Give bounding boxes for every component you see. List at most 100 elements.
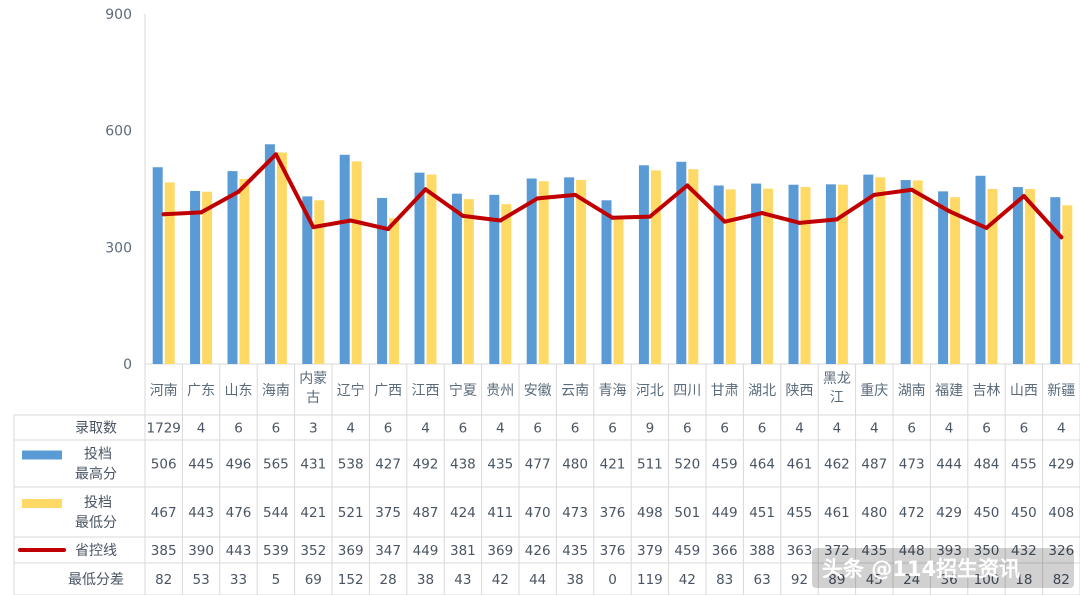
table-cell: 38 [567,572,584,588]
table-cell: 375 [375,505,401,521]
control-point-22 [984,225,989,230]
table-cell: 36 [941,572,958,588]
legend-key-1 [22,499,62,508]
table-cell: 28 [380,572,397,588]
control-point-6 [386,227,391,232]
control-point-21 [947,209,952,214]
table-cell: 476 [226,505,252,521]
category-label: 四川 [673,383,701,399]
bar-min-20 [912,180,923,364]
table-cell: 464 [749,457,775,473]
bar-min-3 [276,152,287,364]
table-cell: 6 [384,421,393,437]
table-cell: 89 [828,572,845,588]
control-point-5 [348,218,353,223]
table-cell: 426 [525,543,551,559]
table-cell: 484 [974,457,1000,473]
table-cell: 444 [936,457,962,473]
category-label: 湖北 [748,383,776,399]
table-cell: 63 [754,572,771,588]
bar-max-2 [227,171,238,364]
table-cell: 53 [193,572,210,588]
category-label: 内蒙 [299,371,327,387]
table-cell: 438 [450,457,476,473]
table-cell: 4 [945,421,954,437]
category-label: 江西 [412,383,440,399]
table-cell: 473 [562,505,588,521]
table-cell: 421 [300,505,326,521]
control-point-24 [1059,235,1064,240]
bar-max-4 [302,196,313,364]
table-cell: 388 [749,543,775,559]
bar-min-21 [950,197,961,364]
table-cell: 347 [375,543,401,559]
bar-max-23 [1012,187,1023,364]
table-cell: 449 [712,505,738,521]
category-label: 广东 [187,383,215,399]
category-label: 陕西 [786,383,814,399]
row-label: 最低分差 [68,572,124,588]
table-cell: 363 [787,543,813,559]
table-cell: 4 [421,421,430,437]
category-label: 广西 [374,383,402,399]
bar-min-0 [164,182,175,364]
row-label: 最低分 [75,515,117,531]
bar-min-2 [239,178,250,364]
bar-min-1 [202,191,213,364]
table-cell: 501 [674,505,700,521]
bar-min-8 [463,199,474,364]
control-point-12 [610,215,615,220]
category-label: 福建 [935,383,963,399]
table-cell: 450 [974,505,1000,521]
category-label: 贵州 [486,383,514,399]
table-cell: 38 [417,572,434,588]
control-point-9 [498,218,503,223]
table-cell: 538 [338,457,364,473]
control-point-0 [161,212,166,217]
bar-max-13 [638,165,649,364]
y-axis: 0 300 600 900 [105,7,1080,373]
table-cell: 369 [338,543,364,559]
bar-min-10 [538,181,549,364]
table-cell: 385 [151,543,177,559]
table-cell: 1729 [147,421,181,437]
y-tick-label: 300 [105,240,132,256]
control-point-20 [909,187,914,192]
control-point-7 [423,187,428,192]
table-cell: 421 [600,457,626,473]
table-cell: 326 [1048,543,1074,559]
bar-max-15 [713,185,724,364]
table-cell: 376 [600,505,626,521]
table-cell: 152 [338,572,364,588]
table-cell: 411 [487,505,513,521]
table-cell: 6 [683,421,692,437]
category-label: 山西 [1010,383,1038,399]
table-cell: 429 [1048,457,1074,473]
bar-min-11 [576,180,587,364]
bar-min-7 [426,174,437,364]
category-label: 青海 [599,383,627,399]
bar-max-3 [264,144,275,364]
bar-min-24 [1062,205,1073,364]
table-cell: 506 [151,457,177,473]
table-cell: 3 [309,421,318,437]
bar-max-19 [863,174,874,364]
category-label: 江 [830,390,844,406]
table-cell: 4 [795,421,804,437]
control-point-1 [199,210,204,215]
bar-min-6 [389,218,400,364]
table-cell: 4 [346,421,355,437]
control-point-16 [760,211,765,216]
table-cell: 6 [533,421,542,437]
table-cell: 366 [712,543,738,559]
table-cell: 496 [226,457,252,473]
table-cell: 455 [1011,457,1037,473]
category-label: 重庆 [860,383,888,399]
category-label: 黑龙 [823,371,851,387]
table-cell: 487 [861,457,887,473]
bar-max-20 [900,180,911,364]
table-cell: 4 [496,421,505,437]
row-label: 省控线 [75,543,117,559]
table-cell: 448 [899,543,925,559]
control-point-14 [685,183,690,188]
